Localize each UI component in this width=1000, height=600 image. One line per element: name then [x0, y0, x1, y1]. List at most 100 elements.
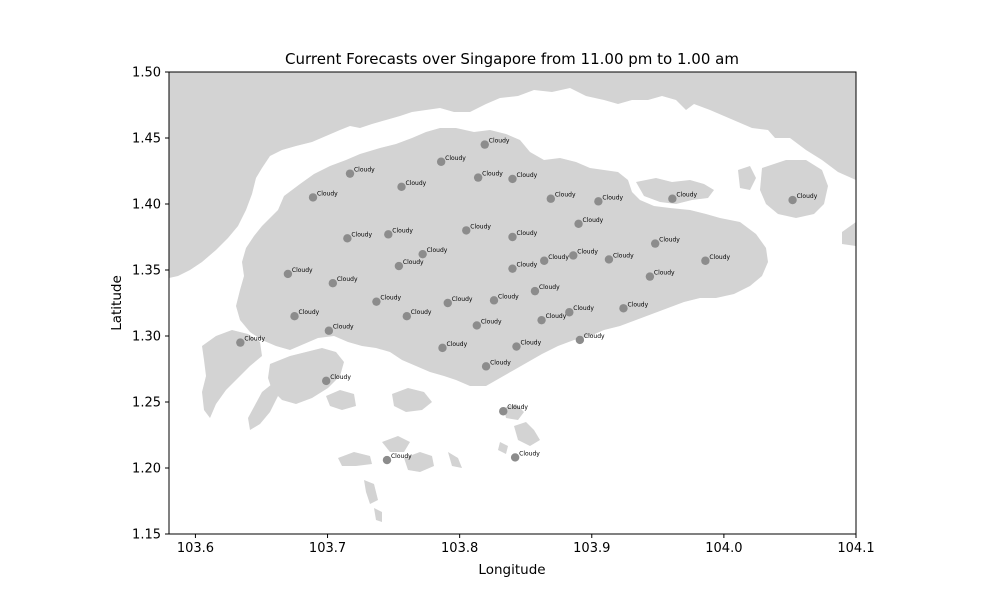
forecast-point-label: Cloudy: [445, 155, 466, 162]
forecast-point: [546, 194, 556, 203]
y-tick-label: 1.15: [132, 528, 161, 543]
x-axis-label: Longitude: [478, 562, 545, 578]
y-tick-label: 1.30: [132, 330, 161, 345]
forecast-point-label: Cloudy: [573, 305, 594, 312]
forecast-point: [569, 251, 578, 260]
forecast-point-label: Cloudy: [452, 296, 473, 303]
forecast-point: [480, 140, 489, 149]
forecast-point: [604, 255, 614, 264]
forecast-point: [481, 362, 491, 371]
forecast-point: [512, 342, 521, 351]
forecast-point-label: Cloudy: [548, 254, 569, 261]
forecast-point: [701, 256, 710, 265]
forecast-point-label: Cloudy: [403, 259, 424, 266]
land-map: [169, 72, 856, 522]
forecast-point-label: Cloudy: [627, 301, 648, 308]
forecast-point: [343, 234, 352, 243]
forecast-point-label: Cloudy: [498, 293, 519, 300]
forecast-point-label: Cloudy: [583, 217, 604, 224]
forecast-point-label: Cloudy: [317, 190, 338, 197]
forecast-point: [499, 407, 508, 416]
y-tick-label: 1.20: [132, 462, 161, 477]
x-axis-ticks: 103.6 103.7 103.8 103.9 104.0 104.1: [177, 534, 875, 556]
forecast-point-label: Cloudy: [797, 193, 818, 200]
forecast-point: [540, 256, 549, 265]
forecast-point: [328, 279, 338, 288]
y-tick-label: 1.50: [132, 66, 161, 81]
forecast-point-label: Cloudy: [709, 254, 730, 261]
y-tick-label: 1.45: [132, 132, 161, 147]
x-tick-label: 103.6: [177, 541, 214, 556]
forecast-point-label: Cloudy: [446, 341, 467, 348]
forecast-point: [402, 312, 412, 321]
forecast-point: [508, 232, 517, 242]
forecast-point: [537, 315, 546, 325]
forecast-point: [575, 335, 585, 345]
forecast-point-label: Cloudy: [613, 252, 634, 259]
forecast-point-label: Cloudy: [406, 180, 427, 187]
forecast-point-label: Cloudy: [482, 171, 503, 178]
forecast-point: [508, 174, 517, 184]
forecast-point: [645, 272, 655, 281]
y-tick-label: 1.40: [132, 198, 161, 213]
forecast-point: [382, 455, 392, 465]
forecast-point: [322, 376, 331, 386]
forecast-point: [462, 226, 471, 235]
forecast-point-label: Cloudy: [299, 309, 320, 316]
forecast-point: [394, 261, 404, 271]
forecast-points: Cloudy Cloudy Cloudy Cloudy Cloudy Cloudy Clou…: [236, 138, 818, 465]
forecast-point: [489, 296, 499, 305]
forecast-point: [574, 219, 583, 228]
forecast-point-label: Cloudy: [411, 309, 432, 316]
x-tick-label: 103.7: [309, 541, 346, 556]
forecast-point-label: Cloudy: [351, 231, 372, 238]
forecast-point-label: Cloudy: [333, 324, 354, 331]
x-tick-label: 104.1: [837, 541, 874, 556]
forecast-point: [384, 230, 393, 239]
forecast-point: [668, 194, 677, 203]
forecast-point-label: Cloudy: [292, 267, 313, 274]
y-axis-ticks: 1.15 1.20 1.25 1.30 1.35 1.40 1.45 1.50: [132, 66, 169, 543]
forecast-point: [530, 286, 540, 296]
x-tick-label: 103.9: [573, 541, 610, 556]
forecast-point: [443, 298, 452, 308]
forecast-point-label: Cloudy: [584, 333, 605, 340]
forecast-point: [418, 249, 427, 259]
forecast-point-label: Cloudy: [517, 172, 538, 179]
chart-title: Current Forecasts over Singapore from 11…: [285, 50, 739, 68]
forecast-point: [436, 157, 446, 166]
forecast-point: [650, 239, 660, 248]
forecast-point-label: Cloudy: [481, 318, 502, 325]
forecast-point-label: Cloudy: [427, 247, 448, 254]
forecast-point: [508, 264, 517, 273]
forecast-point-label: Cloudy: [337, 276, 358, 283]
forecast-point: [308, 193, 318, 202]
forecast-point-label: Cloudy: [520, 340, 541, 347]
x-tick-label: 104.0: [705, 541, 742, 556]
forecast-point: [473, 173, 483, 182]
forecast-point: [397, 182, 406, 192]
forecast-point-label: Cloudy: [391, 453, 412, 460]
y-tick-label: 1.25: [132, 396, 161, 411]
forecast-point-label: Cloudy: [517, 262, 538, 269]
forecast-point-label: Cloudy: [244, 336, 265, 343]
forecast-point-label: Cloudy: [489, 138, 510, 145]
forecast-point-label: Cloudy: [490, 359, 511, 366]
forecast-point-label: Cloudy: [470, 223, 491, 230]
forecast-point: [290, 312, 299, 321]
forecast-point: [345, 169, 355, 178]
forecast-point-label: Cloudy: [539, 284, 560, 291]
forecast-point-label: Cloudy: [380, 295, 401, 302]
forecast-point-label: Cloudy: [507, 404, 528, 411]
forecast-point-label: Cloudy: [330, 374, 351, 381]
forecast-point-label: Cloudy: [659, 237, 680, 244]
forecast-point-label: Cloudy: [519, 450, 540, 457]
forecast-point-label: Cloudy: [517, 230, 538, 237]
forecast-point: [788, 195, 797, 205]
forecast-point: [236, 338, 245, 347]
forecast-point-label: Cloudy: [654, 270, 675, 277]
forecast-point: [619, 304, 628, 313]
forecast-point: [438, 343, 447, 353]
forecast-point: [565, 308, 574, 317]
forecast-point-label: Cloudy: [555, 192, 576, 199]
